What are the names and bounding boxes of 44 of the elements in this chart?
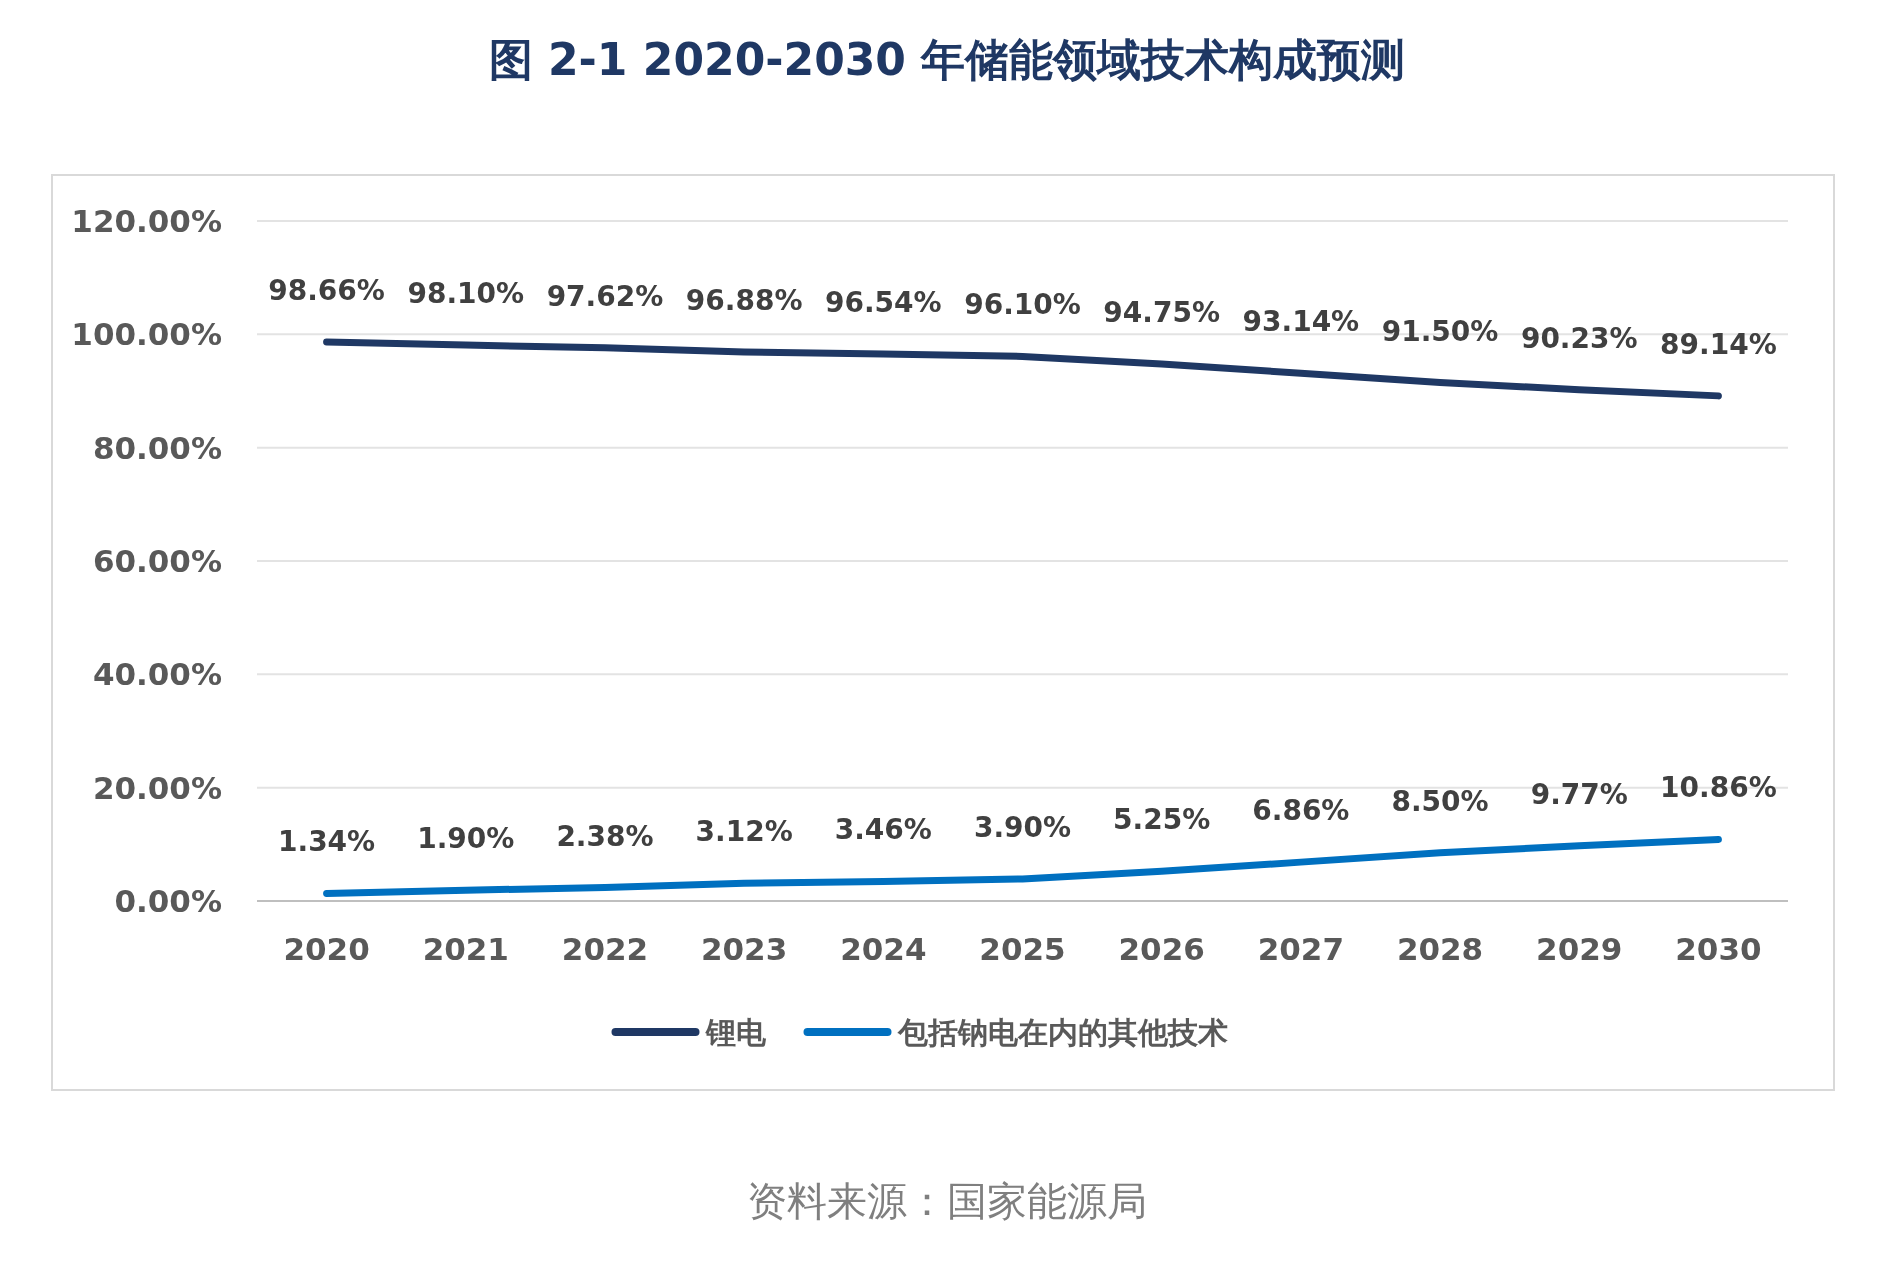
x-tick-label: 2024 bbox=[840, 931, 927, 967]
x-tick-label: 2020 bbox=[283, 931, 370, 967]
x-tick-label: 2022 bbox=[561, 931, 649, 967]
data-label: 96.88% bbox=[685, 284, 803, 318]
legend-label: 锂电 bbox=[704, 1015, 767, 1050]
data-label: 91.50% bbox=[1381, 314, 1499, 348]
legend-label: 包括钠电在内的其他技术 bbox=[896, 1015, 1228, 1050]
y-tick-label: 100.00% bbox=[71, 316, 222, 353]
data-label: 94.75% bbox=[1103, 296, 1220, 330]
data-label: 2.38% bbox=[556, 819, 654, 853]
y-tick-label: 40.00% bbox=[92, 656, 222, 693]
data-label: 3.12% bbox=[695, 815, 793, 849]
data-label: 96.54% bbox=[825, 285, 942, 319]
data-label: 90.23% bbox=[1520, 321, 1638, 355]
data-label: 89.14% bbox=[1660, 327, 1777, 361]
y-tick-label: 60.00% bbox=[92, 543, 222, 579]
data-label: 5.25% bbox=[1113, 803, 1211, 837]
data-label: 98.10% bbox=[407, 277, 525, 311]
text: 资料来源：国家能源局 bbox=[747, 1178, 1147, 1224]
x-tick-label: 2029 bbox=[1536, 931, 1623, 967]
data-label: 3.46% bbox=[834, 813, 932, 847]
chart-title: 图 2-1 2020-2030 年储能领域技术构成预测 bbox=[488, 34, 1406, 85]
data-label: 8.50% bbox=[1391, 784, 1489, 818]
data-label: 9.77% bbox=[1530, 777, 1628, 811]
data-label: 10.86% bbox=[1660, 771, 1777, 805]
data-label: 97.62% bbox=[546, 279, 664, 313]
x-tick-label: 2027 bbox=[1257, 931, 1344, 967]
y-tick-label: 20.00% bbox=[92, 769, 222, 806]
data-label: 6.86% bbox=[1252, 794, 1350, 828]
x-tick-label: 2028 bbox=[1396, 931, 1484, 967]
data-label: 98.66% bbox=[268, 273, 385, 307]
data-label: 1.90% bbox=[417, 822, 515, 856]
y-tick-label: 0.00% bbox=[114, 883, 222, 919]
data-label: 93.14% bbox=[1242, 305, 1360, 339]
data-label: 3.90% bbox=[973, 810, 1072, 844]
x-tick-label: 2030 bbox=[1675, 931, 1762, 967]
y-tick-label: 120.00% bbox=[71, 203, 222, 239]
y-tick-label: 80.00% bbox=[92, 429, 222, 466]
data-label: 1.34% bbox=[278, 825, 376, 859]
x-tick-label: 2021 bbox=[422, 931, 509, 967]
x-tick-label: 2025 bbox=[979, 931, 1066, 967]
x-tick-label: 2026 bbox=[1118, 931, 1205, 967]
x-tick-label: 2023 bbox=[701, 931, 788, 967]
data-label: 96.10% bbox=[964, 288, 1081, 322]
